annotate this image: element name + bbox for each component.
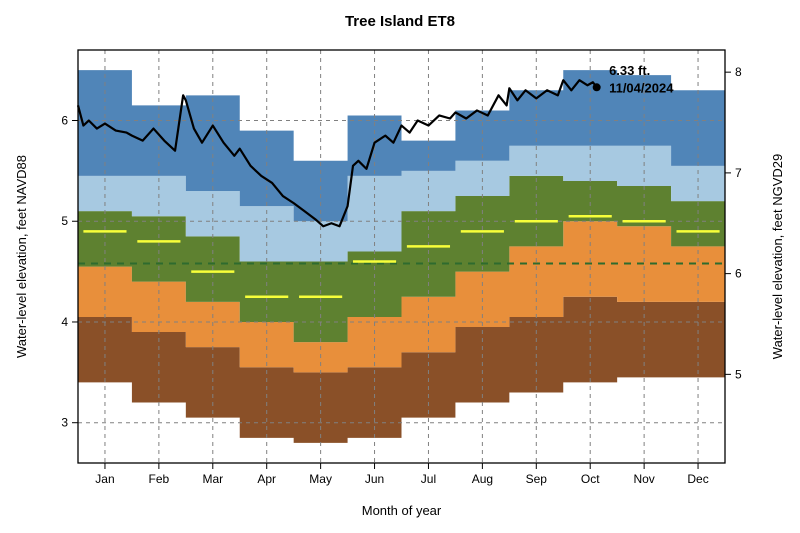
chart-title: Tree Island ET8: [345, 13, 455, 30]
y-axis-label-left: Water-level elevation, feet NAVD88: [14, 155, 29, 358]
current-value-marker: [593, 83, 601, 91]
ytick-label-left: 5: [61, 214, 68, 228]
x-axis-label: Month of year: [362, 503, 442, 518]
annotation-value: 6.33 ft.: [609, 63, 650, 78]
ytick-label-right: 7: [735, 166, 742, 180]
ytick-label-left: 4: [61, 315, 68, 329]
ytick-label-left: 6: [61, 114, 68, 128]
xtick-label: Jul: [421, 472, 436, 486]
ytick-label-right: 8: [735, 65, 742, 79]
xtick-label: Jun: [365, 472, 384, 486]
xtick-label: Feb: [149, 472, 170, 486]
hydrograph-chart: Tree Island ET8 6.33 ft. 11/04/2024 3 4 5 6 5 6 7…: [0, 0, 800, 533]
ytick-label-right: 5: [735, 367, 742, 381]
xtick-label: Dec: [687, 472, 708, 486]
xtick-label: Oct: [581, 472, 600, 486]
xtick-label: Jan: [95, 472, 114, 486]
annotation-date: 11/04/2024: [609, 80, 674, 95]
xtick-label: Sep: [526, 472, 548, 486]
xtick-label: Aug: [472, 472, 493, 486]
y-axis-label-right: Water-level elevation, feet NGVD29: [770, 154, 785, 359]
xtick-label: Apr: [257, 472, 276, 486]
xtick-label: Nov: [633, 472, 654, 486]
ytick-label-left: 3: [61, 416, 68, 430]
xtick-label: Mar: [202, 472, 223, 486]
chart-container: Tree Island ET8 6.33 ft. 11/04/2024 3 4 5 6 5 6 7…: [0, 0, 800, 533]
ytick-label-right: 6: [735, 267, 742, 281]
xtick-label: May: [309, 472, 332, 486]
